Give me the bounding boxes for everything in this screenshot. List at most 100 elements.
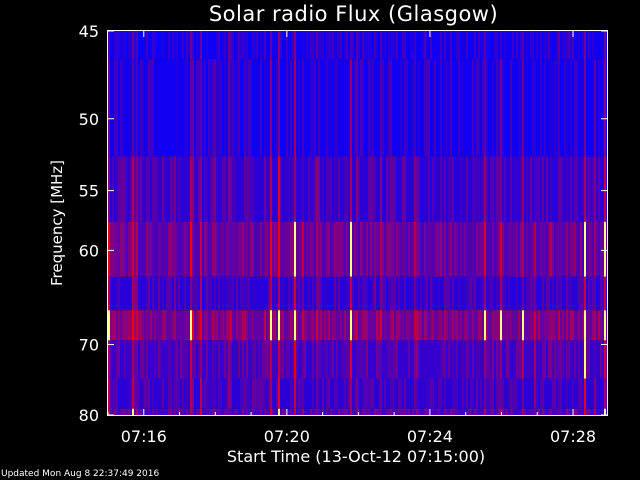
heatmap-cell bbox=[192, 310, 194, 341]
heatmap-cell bbox=[424, 276, 426, 311]
heatmap-cell bbox=[566, 310, 568, 341]
heatmap-cell bbox=[240, 378, 242, 409]
heatmap-cell bbox=[476, 340, 478, 379]
heatmap-cell bbox=[174, 31, 176, 60]
heatmap-cell bbox=[558, 156, 560, 222]
heatmap-cell bbox=[468, 340, 470, 379]
heatmap-cell bbox=[198, 59, 200, 157]
heatmap-cell bbox=[146, 221, 148, 277]
heatmap-cell bbox=[228, 408, 230, 415]
heatmap-cell bbox=[170, 276, 172, 311]
heatmap-cell bbox=[446, 408, 448, 415]
heatmap-cell bbox=[172, 378, 174, 409]
heatmap-cell bbox=[548, 340, 550, 379]
heatmap-cell bbox=[168, 408, 170, 415]
heatmap-cell bbox=[150, 310, 152, 341]
heatmap-cell bbox=[114, 378, 116, 409]
heatmap-cell bbox=[328, 310, 330, 341]
heatmap-cell bbox=[538, 340, 540, 379]
heatmap-cell bbox=[218, 378, 220, 409]
heatmap-cell bbox=[214, 310, 216, 341]
heatmap-cell bbox=[522, 156, 524, 222]
heatmap-cell bbox=[388, 221, 390, 277]
heatmap-cell bbox=[386, 340, 388, 379]
heatmap-cell bbox=[136, 340, 138, 379]
heatmap-cell bbox=[408, 408, 410, 415]
heatmap-cell bbox=[596, 378, 598, 409]
heatmap-cell bbox=[578, 340, 580, 379]
heatmap-cell bbox=[330, 408, 332, 415]
heatmap-cell bbox=[130, 310, 132, 341]
heatmap-cell bbox=[240, 31, 242, 60]
heatmap-cell bbox=[250, 221, 252, 277]
heatmap-cell bbox=[110, 221, 112, 277]
heatmap-cell bbox=[380, 31, 382, 60]
heatmap-cell bbox=[396, 31, 398, 60]
heatmap-cell bbox=[158, 221, 160, 277]
heatmap-cell bbox=[294, 276, 296, 311]
heatmap-cell bbox=[604, 156, 606, 222]
heatmap-cell bbox=[484, 221, 486, 277]
heatmap-cell bbox=[192, 221, 194, 277]
heatmap-cell bbox=[128, 408, 130, 415]
heatmap-cell bbox=[566, 408, 568, 415]
heatmap-cell bbox=[482, 156, 484, 222]
heatmap-cell bbox=[408, 310, 410, 341]
heatmap-cell bbox=[580, 221, 582, 277]
heatmap-cell bbox=[522, 31, 524, 60]
heatmap-cell bbox=[568, 408, 570, 415]
heatmap-cell bbox=[472, 221, 474, 277]
heatmap-cell bbox=[140, 340, 142, 379]
heatmap-cell bbox=[356, 378, 358, 409]
heatmap-cell bbox=[584, 340, 586, 379]
heatmap-cell bbox=[320, 221, 322, 277]
heatmap-cell bbox=[298, 276, 300, 311]
heatmap-cell bbox=[226, 310, 228, 341]
heatmap-cell bbox=[502, 310, 504, 341]
heatmap-cell bbox=[260, 31, 262, 60]
heatmap-cell bbox=[572, 310, 574, 341]
heatmap-cell bbox=[240, 310, 242, 341]
heatmap-cell bbox=[140, 310, 142, 341]
heatmap-cell bbox=[276, 221, 278, 277]
heatmap-cell bbox=[268, 340, 270, 379]
heatmap-cell bbox=[350, 310, 352, 341]
heatmap-cell bbox=[288, 156, 290, 222]
heatmap-cell bbox=[484, 276, 486, 311]
heatmap-cell bbox=[460, 310, 462, 341]
heatmap-cell bbox=[174, 310, 176, 341]
heatmap-cell bbox=[380, 310, 382, 341]
heatmap-cell bbox=[218, 408, 220, 415]
heatmap-cell bbox=[530, 221, 532, 277]
heatmap-cell bbox=[428, 221, 430, 277]
heatmap-cell bbox=[570, 310, 572, 341]
heatmap-cell bbox=[232, 156, 234, 222]
heatmap-cell bbox=[200, 310, 202, 341]
heatmap-cell bbox=[496, 310, 498, 341]
heatmap-cell bbox=[366, 340, 368, 379]
heatmap-cell bbox=[566, 31, 568, 60]
heatmap-cell bbox=[526, 221, 528, 277]
heatmap-cell bbox=[500, 276, 502, 311]
heatmap-cell bbox=[356, 340, 358, 379]
heatmap-cell bbox=[338, 31, 340, 60]
heatmap-cell bbox=[408, 340, 410, 379]
heatmap-cell bbox=[418, 310, 420, 341]
heatmap-cell bbox=[122, 31, 124, 60]
heatmap-cell bbox=[136, 221, 138, 277]
heatmap-cell bbox=[286, 340, 288, 379]
heatmap-cell bbox=[214, 59, 216, 157]
heatmap-cell bbox=[474, 31, 476, 60]
heatmap-cell bbox=[234, 408, 236, 415]
heatmap-cell bbox=[524, 310, 526, 341]
heatmap-cell bbox=[562, 31, 564, 60]
heatmap-cell bbox=[510, 310, 512, 341]
heatmap-cell bbox=[414, 59, 416, 157]
heatmap-cell bbox=[262, 340, 264, 379]
heatmap-cell bbox=[364, 340, 366, 379]
heatmap-cell bbox=[228, 221, 230, 277]
heatmap-cell bbox=[564, 59, 566, 157]
heatmap-cell bbox=[510, 221, 512, 277]
heatmap-cell bbox=[388, 340, 390, 379]
heatmap-cell bbox=[318, 340, 320, 379]
